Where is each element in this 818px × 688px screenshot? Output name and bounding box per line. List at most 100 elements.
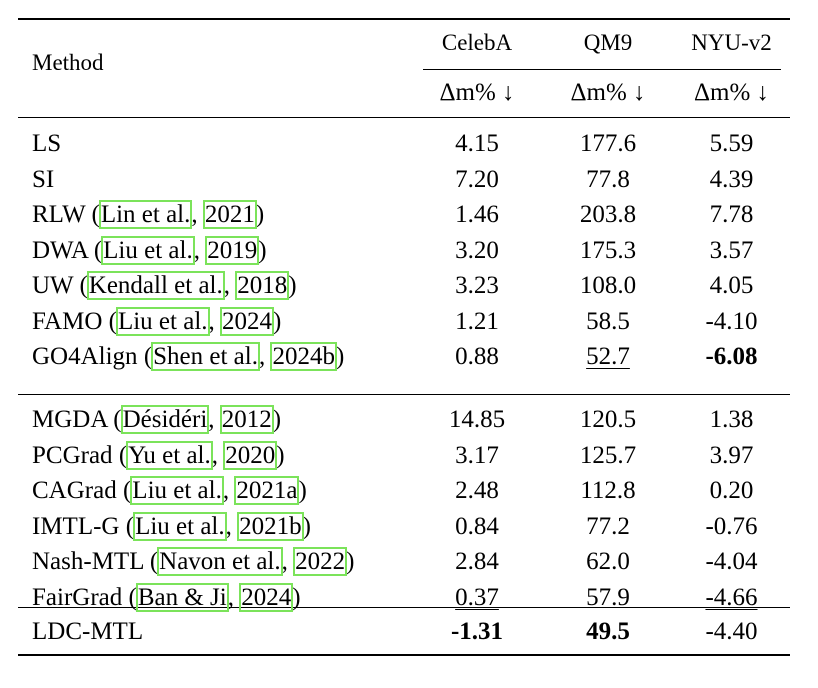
citation-author-link[interactable]: Liu et al. <box>115 306 210 336</box>
value-celeba: 0.84 <box>455 512 499 540</box>
value-nyu: 3.97 <box>709 441 754 469</box>
value-qm9: 175.3 <box>579 236 637 264</box>
method-name: FAMO <box>32 307 103 335</box>
value-celeba: 2.84 <box>455 548 499 575</box>
method-cell: FairGrad (Ban & Ji, 2024) <box>32 582 301 612</box>
method-name: IMTL-G <box>32 512 120 540</box>
citation-year-link[interactable]: 2024 <box>239 582 294 612</box>
citation-year-link[interactable]: 2022 <box>293 547 348 576</box>
citation-author-link[interactable]: Désidéri <box>120 405 210 434</box>
value-qm9: 112.8 <box>580 477 636 504</box>
method-name: LS <box>32 130 62 157</box>
method-cell: SI <box>32 163 54 197</box>
citation-year-link[interactable]: 2020 <box>223 440 278 470</box>
method-name: PCGrad <box>32 441 113 469</box>
method-name: GO4Align <box>32 343 138 370</box>
value-qm9: 108.0 <box>579 272 637 299</box>
header-metric-qm9: Δm% ↓ <box>570 79 646 106</box>
value-nyu: -4.04 <box>705 548 758 575</box>
citation-author-link[interactable]: Navon et al. <box>157 547 283 576</box>
citation-year-link[interactable]: 2024 <box>220 306 275 336</box>
ours-separator-rule <box>18 607 790 608</box>
value-qm9: 203.8 <box>579 201 637 228</box>
value-qm9: 57.9 <box>586 583 630 611</box>
value-celeba: 3.23 <box>455 272 499 299</box>
citation-author-link[interactable]: Liu et al. <box>130 476 224 505</box>
value-nyu: 5.59 <box>709 130 754 157</box>
value-celeba: 1.46 <box>455 201 499 228</box>
citation-author-link[interactable]: Kendall et al. <box>86 271 225 300</box>
method-name: RLW <box>32 201 86 228</box>
header-mid-rule <box>423 69 781 70</box>
method-cell: LS <box>32 127 61 161</box>
top-rule <box>18 18 790 20</box>
value-qm9: 177.6 <box>579 130 637 157</box>
citation-year-link[interactable]: 2021b <box>237 511 304 541</box>
method-name: DWA <box>32 236 88 264</box>
method-cell: Nash-MTL (Navon et al., 2022) <box>32 547 355 576</box>
value-celeba: 14.85 <box>448 406 506 433</box>
citation-year-link[interactable]: 2021a <box>234 476 300 505</box>
method-cell: LDC-MTL <box>32 615 143 649</box>
citation-author-link[interactable]: Ban & Ji <box>135 582 229 612</box>
value-celeba: 7.20 <box>455 165 499 193</box>
value-celeba: 2.48 <box>455 477 499 504</box>
value-celeba: -1.31 <box>450 618 504 645</box>
citation-author-link[interactable]: Shen et al. <box>151 342 260 371</box>
method-cell: GO4Align (Shen et al., 2024b) <box>32 342 345 371</box>
value-nyu: -4.40 <box>705 618 758 645</box>
value-qm9: 52.7 <box>586 343 630 370</box>
method-name: SI <box>32 165 55 193</box>
value-qm9: 58.5 <box>586 307 630 335</box>
citation-year-link[interactable]: 2021 <box>202 200 257 229</box>
method-name: CAGrad <box>32 477 117 504</box>
method-cell: RLW (Lin et al., 2021) <box>32 200 265 229</box>
citation-year-link[interactable]: 2018 <box>235 271 290 300</box>
value-nyu: 1.38 <box>709 406 754 433</box>
value-nyu: -4.66 <box>705 583 758 611</box>
value-celeba: 1.21 <box>455 307 499 335</box>
citation-author-link[interactable]: Liu et al. <box>101 235 195 265</box>
method-cell: IMTL-G (Liu et al., 2021b) <box>32 511 311 541</box>
header-metric-celeba: Δm% ↓ <box>439 79 515 106</box>
method-cell: UW (Kendall et al., 2018) <box>32 271 297 300</box>
citation-year-link[interactable]: 2012 <box>219 405 274 434</box>
method-cell: PCGrad (Yu et al., 2020) <box>32 440 285 470</box>
method-name: FairGrad <box>32 583 123 611</box>
method-cell: MGDA (Désidéri, 2012) <box>32 405 282 434</box>
header-dataset-nyu: NYU-v2 <box>691 30 772 55</box>
value-qm9: 62.0 <box>586 548 630 575</box>
value-nyu: 3.57 <box>709 236 754 264</box>
citation-author-link[interactable]: Lin et al. <box>98 200 193 229</box>
method-name: LDC-MTL <box>32 618 144 645</box>
value-qm9: 77.2 <box>586 512 630 540</box>
value-qm9: 49.5 <box>586 618 630 645</box>
value-qm9: 120.5 <box>579 406 637 433</box>
citation-year-link[interactable]: 2019 <box>205 235 260 265</box>
value-celeba: 4.15 <box>455 130 499 157</box>
citation-year-link[interactable]: 2024b <box>270 342 337 371</box>
method-cell: DWA (Liu et al., 2019) <box>32 235 267 265</box>
method-cell: FAMO (Liu et al., 2024) <box>32 306 282 336</box>
bottom-rule <box>18 654 790 656</box>
value-celeba: 3.20 <box>455 236 499 264</box>
header-dataset-celeba: CelebA <box>441 30 513 55</box>
value-nyu: -0.76 <box>705 512 758 540</box>
value-nyu: -6.08 <box>705 343 758 370</box>
value-nyu: 4.05 <box>709 272 754 299</box>
header-bottom-rule <box>18 117 790 118</box>
value-celeba: 0.37 <box>455 583 499 611</box>
value-nyu: -4.10 <box>705 307 758 335</box>
method-name: Nash-MTL <box>32 548 144 575</box>
value-nyu: 7.78 <box>709 201 754 228</box>
method-cell: CAGrad (Liu et al., 2021a) <box>32 476 307 505</box>
citation-author-link[interactable]: Yu et al. <box>126 440 213 470</box>
value-celeba: 0.88 <box>455 343 499 370</box>
value-celeba: 3.17 <box>455 441 499 469</box>
header-dataset-qm9: QM9 <box>583 30 633 55</box>
value-qm9: 77.8 <box>586 165 630 193</box>
method-name: MGDA <box>32 406 108 433</box>
header-metric-nyu: Δm% ↓ <box>693 79 770 106</box>
value-qm9: 125.7 <box>579 441 637 469</box>
citation-author-link[interactable]: Liu et al. <box>133 511 227 541</box>
